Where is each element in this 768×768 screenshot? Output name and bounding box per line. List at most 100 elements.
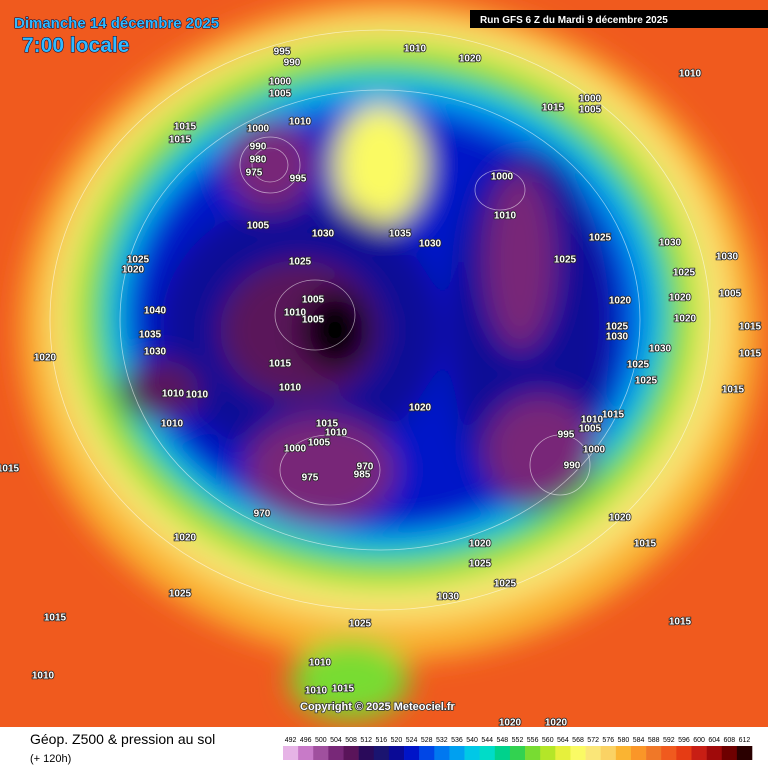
isobar-label: 990 <box>250 142 267 153</box>
colorbar-label: 588 <box>648 737 660 744</box>
colorbar-label: 580 <box>618 737 630 744</box>
isobar-label: 1030 <box>419 239 442 250</box>
isobar-label: 1005 <box>269 89 292 100</box>
isobar-label: 995 <box>290 174 307 185</box>
isobar-label: 1035 <box>139 330 162 341</box>
run-info: Run GFS 6 Z du Mardi 9 décembre 2025 <box>480 15 668 26</box>
colorbar-label: 568 <box>572 737 584 744</box>
colorbar-swatch <box>509 746 526 760</box>
colorbar-label: 560 <box>542 737 554 744</box>
colorbar-label: 576 <box>602 737 614 744</box>
colorbar-swatch <box>525 746 541 760</box>
isobar-label: 970 <box>254 509 271 520</box>
colorbar-label: 612 <box>739 737 751 744</box>
colorbar-label: 608 <box>723 737 735 744</box>
isobar-label: 995 <box>274 47 291 58</box>
isobar-label: 1020 <box>669 293 692 304</box>
colorbar-swatch <box>388 746 405 760</box>
colorbar-label: 532 <box>436 737 448 744</box>
colorbar-label: 536 <box>451 737 463 744</box>
colorbar-swatch <box>691 746 707 760</box>
isobar-label: 1030 <box>649 344 672 355</box>
isobar-label: 1030 <box>312 229 335 240</box>
isobar-label: 970 <box>357 462 374 473</box>
header: Dimanche 14 décembre 2025 7:00 locale Ru… <box>14 10 768 714</box>
isobar-label: 1035 <box>389 229 412 240</box>
isobar-label: 1020 <box>499 718 522 729</box>
colorbar-label: 512 <box>360 737 372 744</box>
isobar-label: 1025 <box>554 255 577 266</box>
colorbar-swatch <box>328 746 344 760</box>
isobar-label: 1030 <box>606 332 629 343</box>
isobar-label: 1000 <box>284 444 307 455</box>
colorbar-swatch <box>283 746 299 760</box>
isobar-label: 1020 <box>609 513 632 524</box>
isobar-label: 1020 <box>609 296 632 307</box>
colorbar-label: 604 <box>708 737 720 744</box>
colorbar-label: 496 <box>300 737 312 744</box>
isobar-label: 1000 <box>579 94 602 105</box>
colorbar-label: 500 <box>315 737 327 744</box>
isobar-label: 1005 <box>579 424 602 435</box>
isobar-label: 1020 <box>34 353 57 364</box>
isobar-label: 1015 <box>542 103 565 114</box>
colorbar-label: 584 <box>633 737 645 744</box>
lead-time: (+ 120h) <box>30 753 71 765</box>
isobar-label: 975 <box>302 473 319 484</box>
isobar-label: 1010 <box>679 69 702 80</box>
isobar-label: 1005 <box>308 438 331 449</box>
isobar-label: 1025 <box>627 360 650 371</box>
isobar-label: 1005 <box>579 105 602 116</box>
isobar-label: 1015 <box>44 613 67 624</box>
isobar-label: 1015 <box>169 135 192 146</box>
isobar-label: 1020 <box>174 533 197 544</box>
colorbar-swatch <box>434 746 450 760</box>
isobar-label: 1025 <box>494 579 517 590</box>
colorbar-swatch <box>358 746 375 760</box>
colorbar-label: 508 <box>345 737 357 744</box>
isobar-label: 985 <box>354 470 371 481</box>
isobar-label: 1030 <box>659 238 682 249</box>
isobar-label: 1025 <box>673 268 696 279</box>
run-box <box>470 10 768 28</box>
isobar-label: 1010 <box>186 390 209 401</box>
isobar-label: 1020 <box>122 265 145 276</box>
isobar-label: 1015 <box>332 684 355 695</box>
isobar-label: 1015 <box>174 122 197 133</box>
colorbar-label: 516 <box>375 737 387 744</box>
isobar-label: 1030 <box>144 347 167 358</box>
colorbar-swatch <box>298 746 314 760</box>
colorbar-swatch <box>570 746 586 760</box>
colorbar-label: 524 <box>406 737 418 744</box>
isobar-label: 990 <box>284 58 301 69</box>
local-time: 7:00 locale <box>22 34 129 57</box>
isobar-label: 1000 <box>491 172 514 183</box>
isobar-label: 1030 <box>437 592 460 603</box>
isobar-label: 1010 <box>581 415 604 426</box>
colorbar-label: 548 <box>497 737 509 744</box>
colorbar-swatch <box>630 746 647 760</box>
colorbar-label: 492 <box>285 737 297 744</box>
colorbar-swatch <box>494 746 511 760</box>
colorbar-swatch <box>585 746 602 760</box>
isobar-label: 990 <box>564 461 581 472</box>
legend-title: Géop. Z500 & pression au sol <box>30 731 215 747</box>
colorbar-swatch <box>555 746 571 760</box>
isobar-label: 1025 <box>127 255 150 266</box>
isobar-label: 1020 <box>469 539 492 550</box>
colorbar-swatch <box>615 746 632 760</box>
isobar-label: 1005 <box>302 315 325 326</box>
isobar-label: 1015 <box>739 322 762 333</box>
colorbar-swatch <box>706 746 723 760</box>
date-title: Dimanche 14 décembre 2025 <box>14 15 219 32</box>
colorbar-swatch <box>646 746 662 760</box>
isobar-label: 1025 <box>469 559 492 570</box>
isobar-label: 1025 <box>289 257 312 268</box>
colorbar-swatch <box>449 746 465 760</box>
colorbar: 492 496 500 504 508 512 516 520 524 528 532 536 540 5… <box>283 737 753 760</box>
colorbar-label: 552 <box>512 737 524 744</box>
isobar-label: 1040 <box>144 306 167 317</box>
